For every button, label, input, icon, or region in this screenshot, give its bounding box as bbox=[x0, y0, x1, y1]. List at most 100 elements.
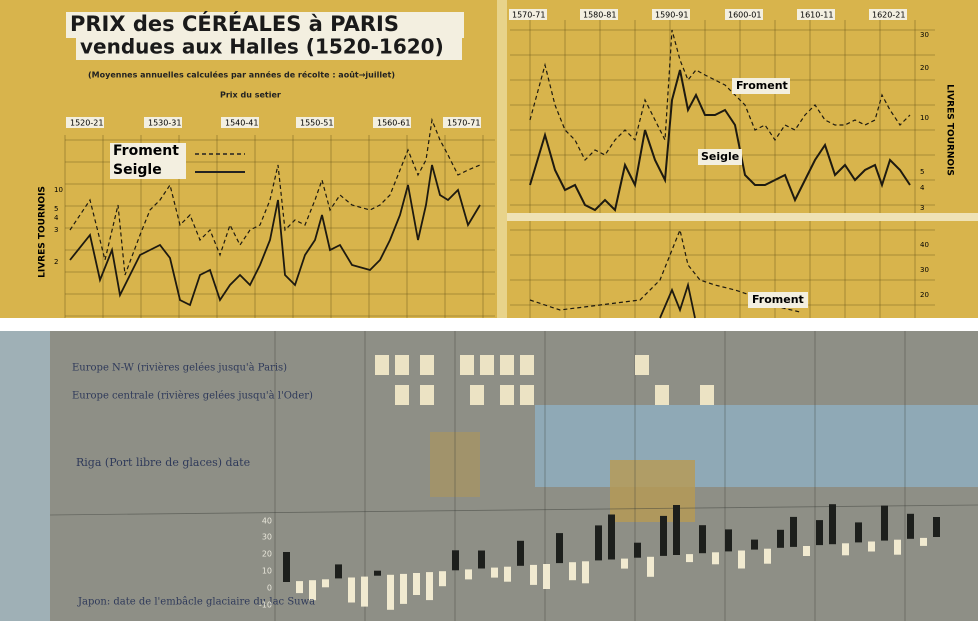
subtitle: vendues aux Halles (1520-1620) bbox=[80, 35, 444, 59]
bar bbox=[452, 550, 459, 571]
froment-line-lower bbox=[529, 227, 801, 313]
y-label: 2 bbox=[54, 258, 58, 266]
bar bbox=[725, 529, 732, 552]
bar bbox=[842, 543, 849, 556]
period-label: 1560-61 bbox=[377, 119, 410, 128]
band bbox=[507, 213, 978, 221]
seigle-box bbox=[698, 149, 742, 165]
period-label: 1580-81 bbox=[583, 11, 616, 20]
cell bbox=[655, 385, 669, 405]
period-label: 1590-91 bbox=[655, 11, 688, 20]
bar bbox=[413, 573, 420, 595]
period-label: 1570-71 bbox=[512, 11, 545, 20]
label-box bbox=[66, 117, 104, 128]
y-label: 10 bbox=[262, 567, 272, 576]
lower-froment-box bbox=[748, 292, 808, 308]
cell bbox=[520, 355, 534, 375]
legend-box bbox=[110, 143, 186, 179]
seigle-label: Seigle bbox=[701, 150, 739, 163]
cell bbox=[500, 385, 514, 405]
grid-line bbox=[49, 504, 978, 516]
period-label: 1550-51 bbox=[300, 119, 333, 128]
froment-box bbox=[732, 78, 790, 94]
y-label: 30 bbox=[262, 533, 272, 542]
bar bbox=[309, 580, 316, 601]
bar bbox=[296, 581, 303, 594]
grid-bottom bbox=[49, 331, 978, 621]
y-label: 10 bbox=[54, 186, 63, 194]
froment-label: Froment bbox=[736, 79, 788, 92]
cell bbox=[395, 385, 409, 405]
y-label: 30 bbox=[920, 31, 929, 39]
bar bbox=[816, 520, 823, 546]
title-box bbox=[66, 12, 464, 38]
tape bbox=[610, 460, 695, 522]
bar bbox=[348, 577, 355, 603]
bar bbox=[829, 504, 836, 545]
label-box bbox=[509, 9, 547, 20]
lower-froment-label: Froment bbox=[752, 293, 804, 306]
label-box bbox=[797, 9, 835, 20]
y-label: 5 bbox=[920, 168, 924, 176]
bar bbox=[660, 515, 667, 556]
period-label: 1530-31 bbox=[148, 119, 181, 128]
bar bbox=[868, 541, 875, 552]
bar bbox=[673, 505, 680, 555]
bar bbox=[322, 579, 329, 588]
cell bbox=[480, 355, 494, 375]
cell bbox=[520, 385, 534, 405]
bar bbox=[439, 571, 446, 587]
axis-label-right: LIVRES TOURNOIS bbox=[945, 84, 955, 176]
bar bbox=[504, 566, 511, 582]
grid-right bbox=[510, 20, 935, 318]
bar bbox=[530, 564, 537, 585]
bar bbox=[569, 562, 576, 581]
bar bbox=[894, 539, 901, 555]
cell bbox=[460, 355, 474, 375]
bar bbox=[582, 561, 589, 584]
y-label: 4 bbox=[920, 184, 925, 192]
bar bbox=[621, 558, 628, 569]
note: (Moyennes annuelles calculées par années… bbox=[88, 70, 395, 80]
bar bbox=[556, 533, 563, 564]
label-box bbox=[443, 117, 481, 128]
bar bbox=[764, 548, 771, 564]
y-label: 0 bbox=[267, 584, 272, 593]
period-label: 1620-21 bbox=[872, 11, 905, 20]
bar bbox=[543, 564, 550, 589]
period-label: 1600-01 bbox=[728, 11, 761, 20]
y-label: 3 bbox=[920, 204, 924, 212]
fold bbox=[497, 0, 507, 318]
y-label: -10 bbox=[259, 601, 272, 610]
bar bbox=[608, 514, 615, 560]
y-label: 4 bbox=[54, 214, 59, 222]
row-label: Riga (Port libre de glaces) date bbox=[76, 456, 250, 469]
label-box bbox=[869, 9, 907, 20]
tape-left bbox=[0, 331, 50, 621]
legend-froment: Froment bbox=[113, 143, 179, 159]
label-box bbox=[725, 9, 763, 20]
label-box bbox=[580, 9, 618, 20]
bar bbox=[517, 540, 524, 566]
y-label: 20 bbox=[262, 550, 272, 559]
bar bbox=[738, 550, 745, 569]
period-label: 1570-71 bbox=[447, 119, 480, 128]
y-label: 5 bbox=[54, 205, 58, 213]
row-label: Japon: date de l'embâcle glaciaire du la… bbox=[77, 597, 315, 608]
bar bbox=[803, 546, 810, 556]
cell bbox=[470, 385, 484, 405]
bar bbox=[426, 572, 433, 601]
y-label: 20 bbox=[920, 64, 929, 72]
row-label: Europe centrale (rivières gelées jusqu'à… bbox=[72, 391, 313, 402]
bar bbox=[335, 564, 342, 579]
unit: Prix du setier bbox=[220, 91, 281, 100]
bar bbox=[478, 550, 485, 569]
y-label: 40 bbox=[262, 517, 272, 526]
bar bbox=[907, 513, 914, 539]
bar bbox=[595, 525, 602, 561]
froment-line-right bbox=[529, 29, 911, 162]
cell bbox=[375, 355, 389, 375]
period-label: 1610-11 bbox=[800, 11, 833, 20]
cell bbox=[635, 355, 649, 375]
riga-band bbox=[535, 405, 978, 487]
